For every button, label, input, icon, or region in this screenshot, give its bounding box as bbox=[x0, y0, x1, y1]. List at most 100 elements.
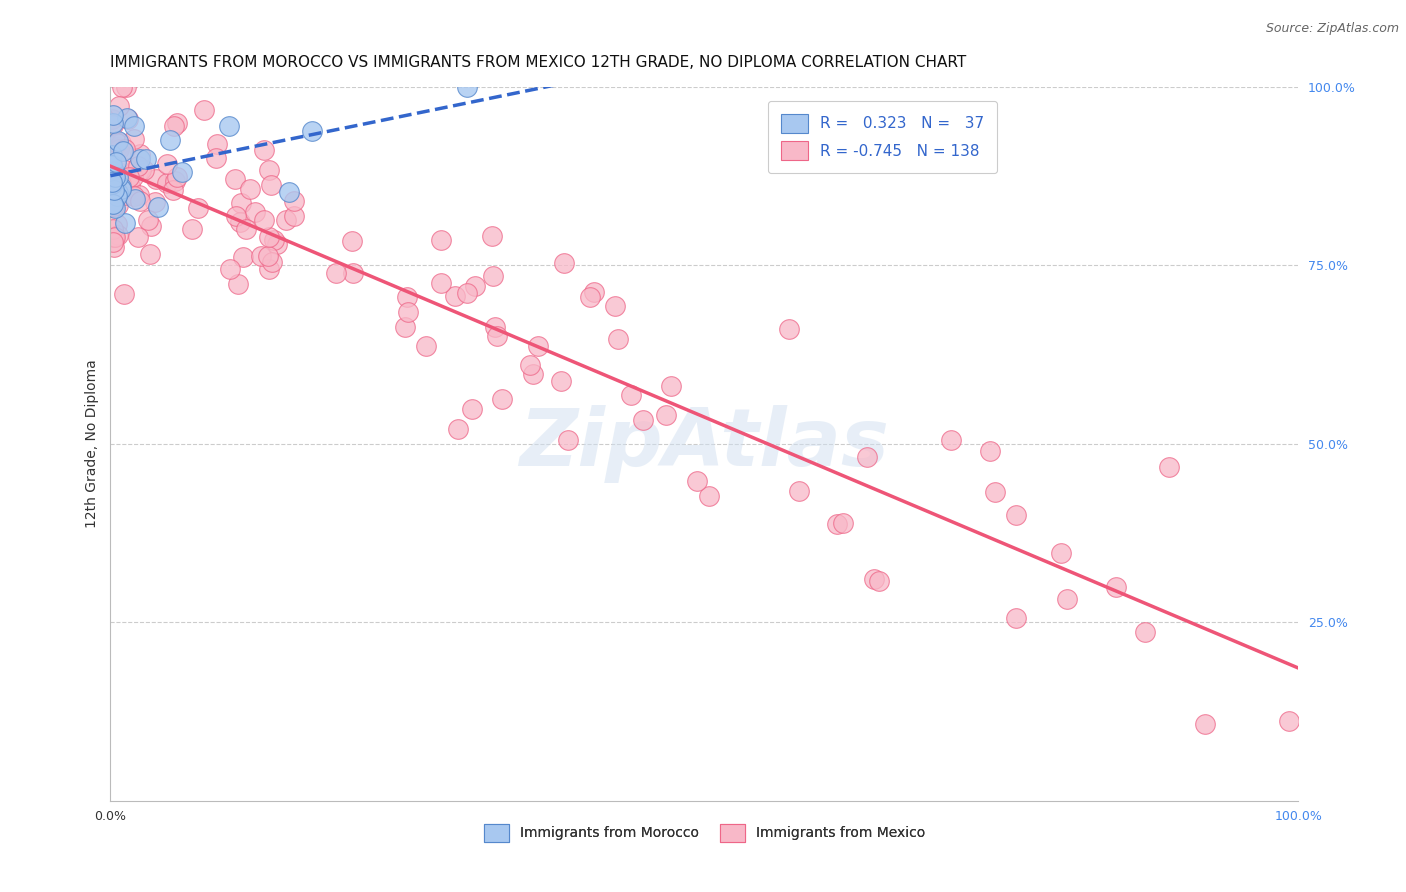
Point bbox=[105, 188, 128, 202]
Point bbox=[415, 339, 437, 353]
Point bbox=[266, 236, 288, 251]
Point bbox=[225, 210, 247, 224]
Point bbox=[114, 163, 136, 178]
Point bbox=[1105, 580, 1128, 594]
Point bbox=[122, 170, 145, 185]
Point bbox=[108, 186, 131, 201]
Legend: Immigrants from Morocco, Immigrants from Mexico: Immigrants from Morocco, Immigrants from… bbox=[478, 819, 931, 847]
Point bbox=[229, 196, 252, 211]
Point bbox=[1050, 546, 1073, 560]
Point bbox=[655, 408, 678, 422]
Point bbox=[482, 268, 505, 283]
Point bbox=[553, 256, 575, 270]
Point bbox=[259, 229, 281, 244]
Point bbox=[136, 212, 159, 227]
Point bbox=[984, 485, 1007, 500]
Text: IMMIGRANTS FROM MOROCCO VS IMMIGRANTS FROM MEXICO 12TH GRADE, NO DIPLOMA CORRELA: IMMIGRANTS FROM MOROCCO VS IMMIGRANTS FR… bbox=[111, 55, 967, 70]
Point bbox=[226, 277, 249, 291]
Point bbox=[100, 182, 122, 196]
Point bbox=[101, 167, 124, 181]
Point bbox=[170, 165, 193, 179]
Point bbox=[219, 262, 242, 277]
Point bbox=[115, 111, 138, 125]
Point bbox=[481, 229, 503, 244]
Point bbox=[114, 216, 136, 230]
Point bbox=[607, 332, 630, 346]
Point bbox=[340, 234, 363, 248]
Point bbox=[394, 319, 416, 334]
Point bbox=[787, 483, 810, 498]
Point bbox=[398, 305, 420, 319]
Y-axis label: 12th Grade, No Diploma: 12th Grade, No Diploma bbox=[86, 359, 100, 528]
Point bbox=[1004, 508, 1026, 522]
Point bbox=[124, 132, 146, 146]
Point bbox=[486, 328, 509, 343]
Point bbox=[127, 230, 149, 244]
Point bbox=[253, 212, 276, 227]
Point bbox=[187, 202, 209, 216]
Point bbox=[832, 516, 855, 530]
Point bbox=[156, 157, 179, 171]
Point bbox=[447, 422, 470, 436]
Point bbox=[107, 186, 129, 200]
Point bbox=[101, 175, 124, 189]
Point bbox=[868, 574, 890, 589]
Point bbox=[283, 209, 305, 223]
Point bbox=[101, 112, 124, 126]
Point bbox=[156, 176, 179, 190]
Point bbox=[979, 443, 1001, 458]
Point bbox=[825, 516, 848, 531]
Point bbox=[117, 170, 139, 185]
Point bbox=[519, 358, 541, 372]
Point bbox=[260, 178, 283, 192]
Point bbox=[118, 179, 141, 194]
Point bbox=[105, 136, 128, 151]
Point bbox=[104, 201, 127, 215]
Point bbox=[1278, 714, 1301, 729]
Point bbox=[430, 233, 453, 247]
Point bbox=[557, 434, 579, 448]
Point bbox=[166, 116, 188, 130]
Point bbox=[193, 103, 215, 118]
Point bbox=[114, 187, 136, 202]
Point bbox=[122, 119, 145, 133]
Point bbox=[550, 375, 572, 389]
Point bbox=[253, 144, 276, 158]
Point bbox=[522, 367, 544, 381]
Point bbox=[128, 152, 150, 166]
Point bbox=[1133, 624, 1156, 639]
Point bbox=[484, 320, 506, 334]
Point bbox=[107, 169, 129, 184]
Point bbox=[127, 159, 149, 173]
Point bbox=[105, 164, 128, 178]
Point bbox=[112, 286, 135, 301]
Point bbox=[107, 198, 129, 212]
Point bbox=[134, 162, 156, 177]
Point bbox=[1194, 717, 1216, 731]
Point bbox=[277, 185, 299, 199]
Point bbox=[283, 194, 305, 208]
Point bbox=[103, 116, 125, 130]
Point bbox=[100, 172, 122, 186]
Point bbox=[229, 214, 252, 228]
Point bbox=[103, 108, 125, 122]
Point bbox=[101, 221, 124, 235]
Point bbox=[250, 249, 273, 263]
Point bbox=[243, 205, 266, 219]
Point bbox=[396, 290, 419, 304]
Point bbox=[107, 134, 129, 148]
Point bbox=[205, 151, 228, 165]
Point bbox=[1005, 611, 1028, 625]
Point bbox=[135, 152, 157, 166]
Point bbox=[443, 289, 465, 303]
Point bbox=[117, 112, 139, 126]
Point bbox=[697, 489, 720, 503]
Point bbox=[105, 217, 128, 231]
Point bbox=[456, 286, 478, 301]
Point bbox=[145, 195, 167, 210]
Text: ZipAtlas: ZipAtlas bbox=[519, 405, 889, 483]
Point bbox=[103, 183, 125, 197]
Point bbox=[124, 192, 146, 206]
Point bbox=[110, 182, 132, 196]
Point bbox=[138, 247, 160, 261]
